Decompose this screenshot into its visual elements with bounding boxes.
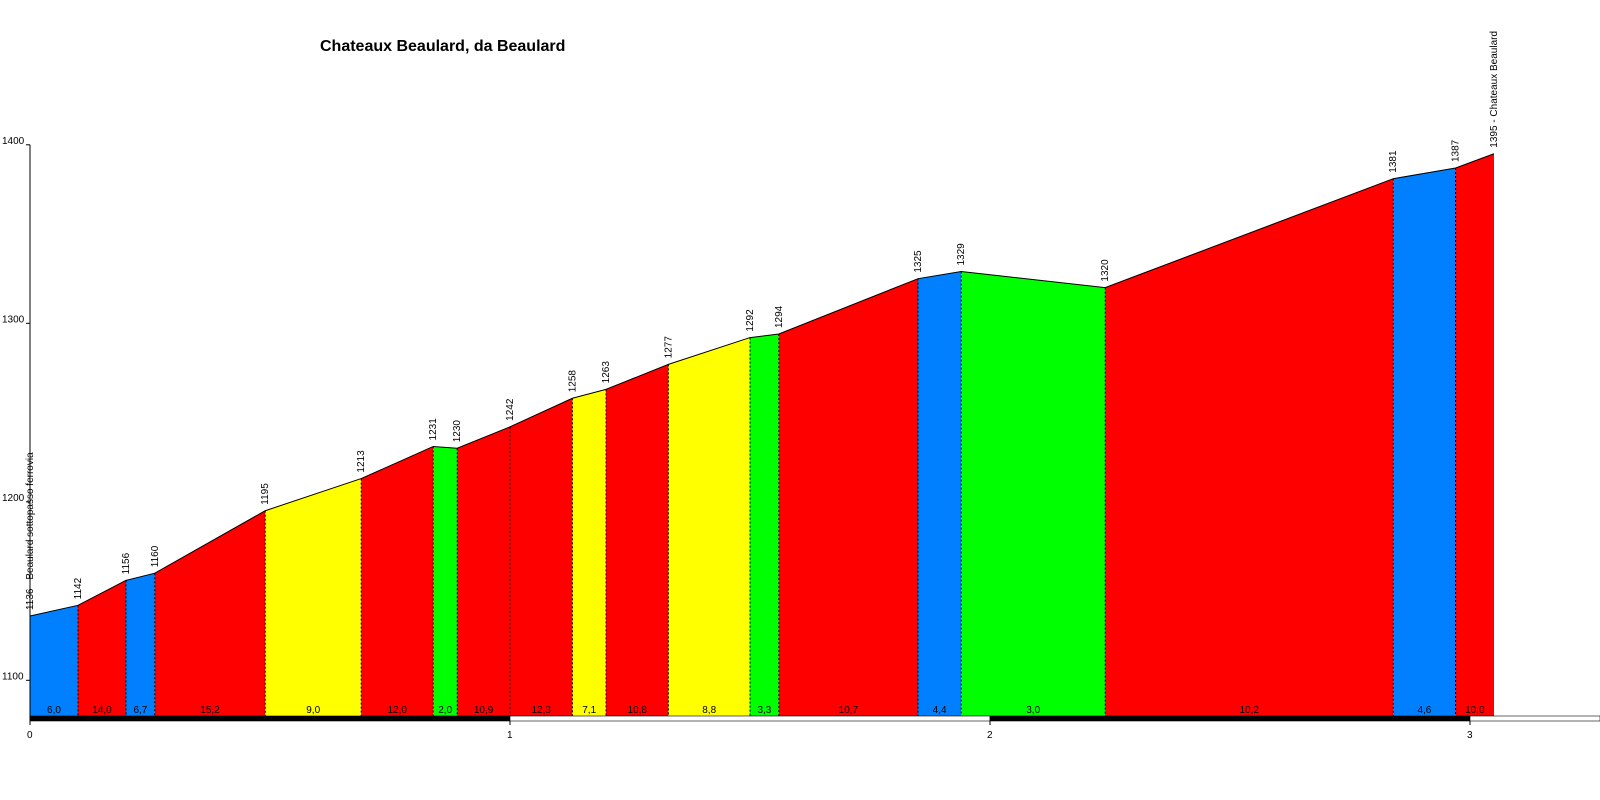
elevation-label: 1230 [452, 420, 463, 443]
axes: 1100 1200 1300 1400 0 1 2 3 [2, 136, 1600, 741]
elevation-label: 1263 [601, 361, 612, 384]
gradient-label: 9,0 [306, 705, 320, 716]
segment-area [154, 510, 266, 716]
y-tick-label: 1200 [2, 493, 25, 504]
elevation-label: 1213 [356, 450, 367, 473]
gradient-label: 10,7 [839, 705, 859, 716]
x-tick-label: 0 [27, 730, 33, 741]
elevation-label: 1292 [745, 309, 756, 332]
segment-area [361, 446, 434, 716]
gradient-label: 4,4 [933, 705, 947, 716]
km-bar-block [989, 715, 1471, 722]
segment-area [1393, 168, 1456, 716]
gradient-label: 6,0 [47, 705, 61, 716]
gradient-label: 2,0 [438, 705, 452, 716]
segment-area [918, 271, 962, 716]
gradient-label: 7,1 [582, 705, 596, 716]
gradient-label: 10,9 [474, 705, 494, 716]
segment-area [668, 337, 750, 716]
gradient-label: 4,6 [1417, 705, 1431, 716]
gradient-label: 10,2 [1239, 705, 1259, 716]
km-bar-block [29, 715, 511, 722]
elevation-label: 1395 - Chateaux Beaulard [1489, 31, 1500, 148]
gradient-label: 6,7 [133, 705, 147, 716]
segment-area [126, 573, 155, 716]
gradient-label: 3,3 [757, 705, 771, 716]
elevation-label: 1277 [663, 336, 674, 359]
x-tick-label: 2 [987, 730, 993, 741]
gradient-label: 8,8 [702, 705, 716, 716]
y-tick-label: 1400 [2, 136, 25, 147]
segment-area [778, 278, 918, 716]
segment-area [750, 334, 779, 716]
km-bar-block [509, 715, 991, 722]
segment-area [1105, 178, 1394, 717]
segment-area [606, 364, 669, 716]
elevation-label: 1160 [150, 545, 161, 567]
gradient-label: 14,0 [92, 705, 112, 716]
segment-area [433, 446, 458, 716]
chart-title: Chateaux Beaulard, da Beaulard [320, 38, 566, 55]
segments-layer [30, 153, 1494, 717]
segment-area [30, 605, 78, 716]
gradient-label: 12,0 [387, 705, 407, 716]
segment-area [1455, 153, 1494, 717]
elevation-label: 1325 [913, 250, 924, 273]
y-tick-label: 1100 [2, 671, 24, 682]
gradient-label: 15,2 [200, 705, 220, 716]
elevation-label: 1258 [567, 370, 578, 393]
segment-area [510, 398, 573, 716]
segment-area [457, 426, 510, 716]
elevation-label: 1242 [505, 398, 516, 421]
x-tick-label: 3 [1467, 730, 1473, 741]
elevation-label: 1156 [121, 552, 132, 574]
elevation-label: 1142 [73, 577, 84, 599]
segment-area [572, 389, 606, 716]
elevation-label: 1329 [956, 243, 967, 266]
y-tick-label: 1300 [2, 314, 25, 325]
elevation-label: 1231 [428, 418, 439, 441]
gradient-label: 12,3 [531, 705, 551, 716]
x-tick-label: 1 [507, 730, 513, 741]
segment-area [961, 271, 1106, 716]
gradient-label: 10,0 [1465, 705, 1485, 716]
segment-area [265, 478, 362, 716]
elevation-label: 1320 [1100, 259, 1111, 282]
profile-line [29, 153, 1495, 617]
segment-area [78, 580, 126, 716]
gradient-label: 3,0 [1026, 705, 1040, 716]
elevation-label: 1136 - Beaulard sottopasso ferrovia [25, 452, 36, 610]
labels-layer: 6,0 14,0 6,7 15,2 9,0 12,0 2,0 10,9 12,3 7,1 10,8 8… [25, 31, 1500, 716]
gradient-label: 10,8 [627, 705, 647, 716]
elevation-label: 1195 [260, 483, 271, 505]
profile-outline [29, 153, 1495, 716]
km-bar-block [1469, 715, 1600, 722]
elevation-label: 1381 [1388, 150, 1399, 173]
elevation-label: 1387 [1451, 139, 1462, 162]
elevation-label: 1294 [774, 305, 785, 328]
